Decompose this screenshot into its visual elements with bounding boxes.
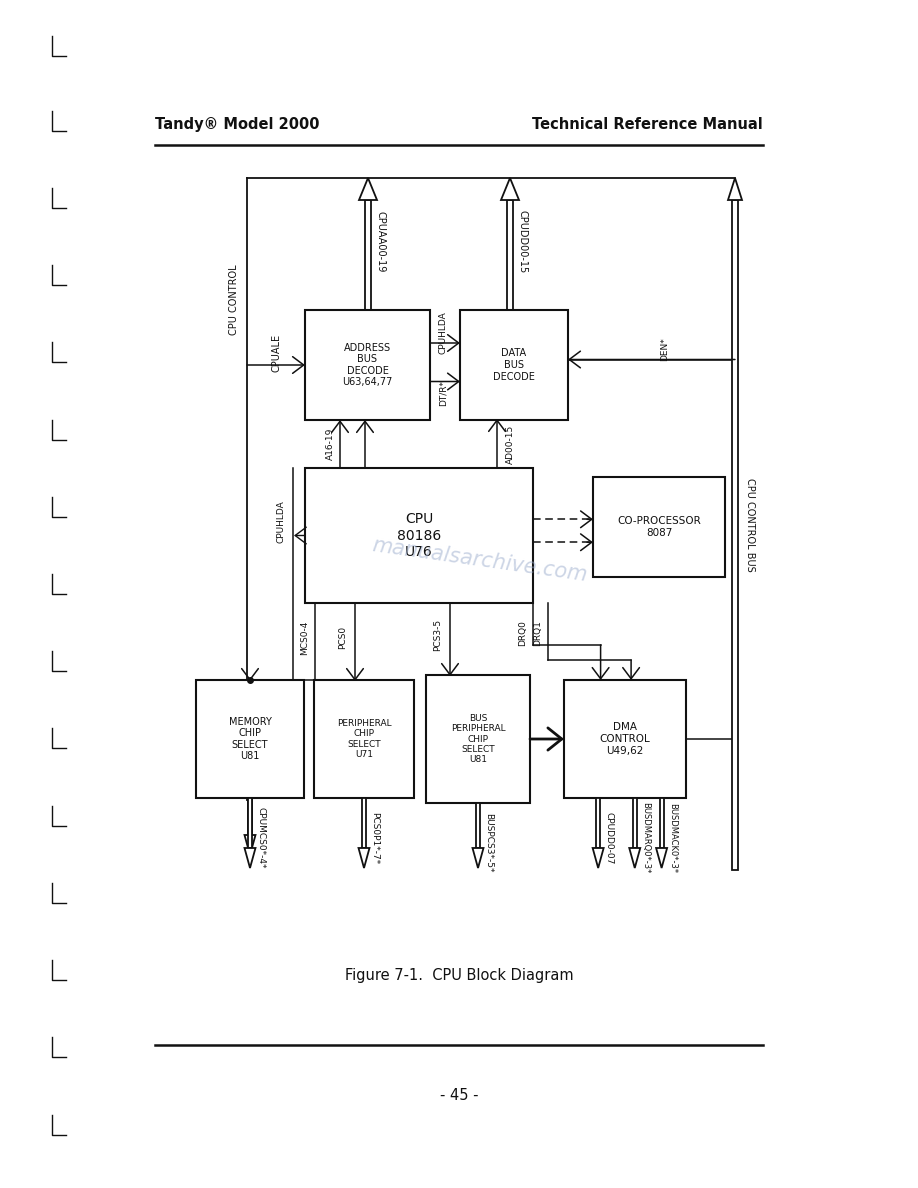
Text: CPUHLDA: CPUHLDA [276,500,285,543]
Text: CPUMCS0*-4*: CPUMCS0*-4* [256,808,265,868]
Bar [733,200,738,870]
Text: A16-19: A16-19 [326,428,334,460]
Text: BUSDMARQ0*-3*: BUSDMARQ0*-3* [642,802,650,873]
Text: CPU CONTROL: CPU CONTROL [229,265,239,335]
Bar [426,675,530,803]
Text: CPUALE: CPUALE [271,334,281,372]
Polygon shape [501,178,519,200]
Bar [659,798,664,848]
Bar [633,798,637,848]
Text: DRQ0: DRQ0 [519,620,528,646]
Text: BUS
PERIPHERAL
CHIP
SELECT
U81: BUS PERIPHERAL CHIP SELECT U81 [451,714,505,764]
Text: Technical Reference Manual: Technical Reference Manual [532,116,763,132]
Bar [305,310,430,421]
Text: CPU
80186
U76: CPU 80186 U76 [397,512,442,558]
Bar [248,798,252,835]
Text: PERIPHERAL
CHIP
SELECT
U71: PERIPHERAL CHIP SELECT U71 [337,719,391,759]
Bar [564,680,686,798]
Text: BUSDMACK0*-3*: BUSDMACK0*-3* [668,803,677,873]
Text: CPUAA00-19: CPUAA00-19 [376,211,386,273]
Text: BUSPCS3*-5*: BUSPCS3*-5* [485,814,494,873]
Text: MCS0-4: MCS0-4 [300,620,309,655]
Text: AD00-15: AD00-15 [506,424,514,463]
Polygon shape [359,848,370,868]
Bar [362,798,366,848]
Bar [364,200,372,310]
Polygon shape [656,848,667,868]
Text: DATA
BUS
DECODE: DATA BUS DECODE [493,348,535,381]
Bar [305,468,533,604]
Text: Figure 7-1.  CPU Block Diagram: Figure 7-1. CPU Block Diagram [344,968,574,982]
Text: CPUDD00-15: CPUDD00-15 [518,210,528,273]
Text: CPUDD0-07: CPUDD0-07 [605,811,613,864]
Bar [460,310,568,421]
Text: PCS0: PCS0 [339,626,348,649]
Text: CPU CONTROL BUS: CPU CONTROL BUS [745,478,755,571]
Text: manualsarchive.com: manualsarchive.com [371,535,589,584]
Bar [593,478,725,577]
Text: - 45 -: - 45 - [440,1088,478,1102]
Text: DMA
CONTROL
U49,62: DMA CONTROL U49,62 [599,722,650,756]
Polygon shape [244,848,255,868]
Text: DRQ1: DRQ1 [533,620,543,646]
Bar [507,200,513,310]
Text: DT/R*: DT/R* [439,380,447,406]
Text: CPUHLDA: CPUHLDA [439,311,447,354]
Text: CO-PROCESSOR
8087: CO-PROCESSOR 8087 [617,517,700,538]
Polygon shape [359,178,377,200]
Bar [248,798,252,848]
Bar [314,680,414,798]
Text: MEMORY
CHIP
SELECT
U81: MEMORY CHIP SELECT U81 [229,716,272,762]
Text: Tandy® Model 2000: Tandy® Model 2000 [155,116,319,132]
Bar [196,680,304,798]
Polygon shape [629,848,640,868]
Text: DEN*: DEN* [660,337,669,361]
Text: ADDRESS
BUS
DECODE
U63,64,77: ADDRESS BUS DECODE U63,64,77 [342,342,393,387]
Text: PCS0P1*-7*: PCS0P1*-7* [371,811,379,864]
Text: PCS3-5: PCS3-5 [433,619,442,651]
Bar [596,798,600,848]
Polygon shape [728,178,742,200]
Bar [476,803,480,848]
Polygon shape [244,835,255,855]
Polygon shape [593,848,604,868]
Polygon shape [473,848,484,868]
